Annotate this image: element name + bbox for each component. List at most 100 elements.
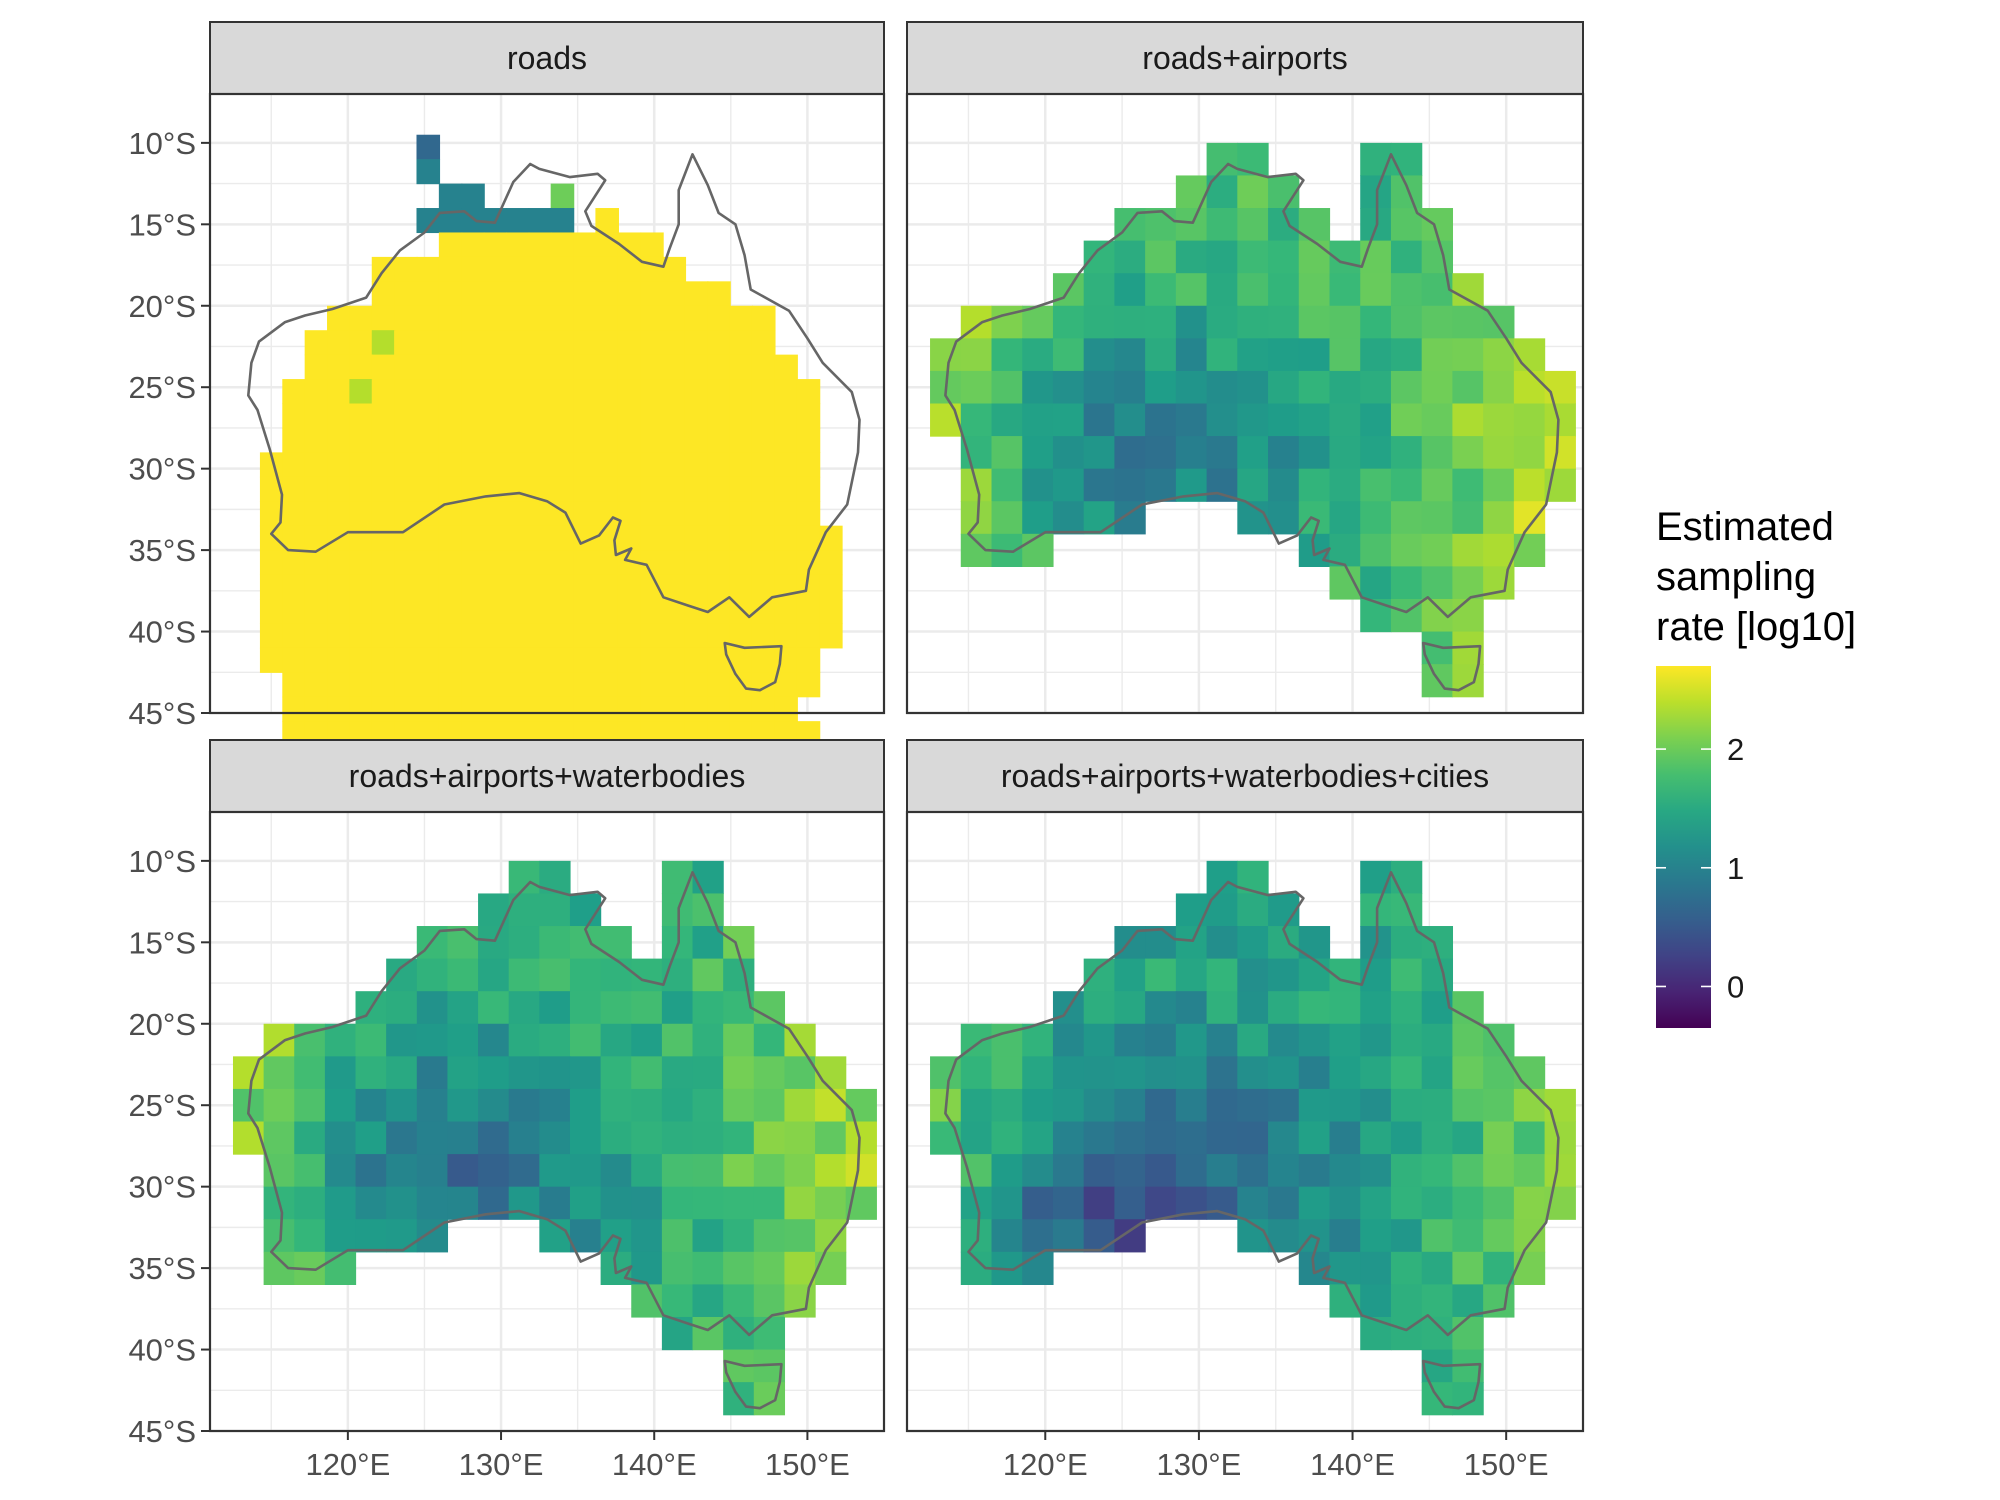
- heatmap-cell: [371, 623, 396, 649]
- heatmap-cell: [707, 525, 731, 551]
- heatmap-cell: [1083, 1023, 1116, 1057]
- heatmap-cell: [774, 452, 798, 478]
- heatmap-cell: [1083, 1154, 1116, 1188]
- heatmap-cell: [617, 501, 642, 527]
- heatmap-cell: [1114, 468, 1146, 502]
- heatmap-cell: [438, 427, 463, 453]
- heatmap-cell: [1237, 1154, 1269, 1188]
- heatmap-cell: [478, 958, 510, 992]
- heatmap-cell: [774, 550, 798, 576]
- heatmap-cell: [729, 598, 754, 625]
- heatmap-cell: [661, 1023, 694, 1057]
- heatmap-cell: [1022, 1186, 1054, 1220]
- heatmap-cell: [304, 623, 329, 649]
- tasmania-outline: [723, 641, 783, 692]
- heatmap-cell: [550, 208, 575, 234]
- heatmap-cell: [1452, 1056, 1484, 1090]
- heatmap-cell: [661, 1316, 694, 1351]
- heatmap-cell: [595, 256, 619, 282]
- heatmap-cell: [1145, 370, 1177, 405]
- heatmap-cell: [573, 281, 597, 307]
- heatmap-cell: [640, 403, 664, 429]
- heatmap-cell: [349, 525, 373, 551]
- heatmap-cell: [617, 672, 642, 698]
- heatmap-cell: [1544, 436, 1576, 470]
- heatmap-cell: [729, 330, 754, 356]
- heatmap-cell: [416, 159, 441, 185]
- y-tick-label: 15°S: [128, 207, 196, 242]
- heatmap-cell: [1421, 1023, 1454, 1057]
- heatmap-cell: [569, 1023, 602, 1057]
- heatmap-cell: [349, 403, 373, 429]
- heatmap-cell: [1022, 1154, 1054, 1188]
- heatmap-cell: [753, 1088, 786, 1123]
- heatmap-cell: [617, 403, 642, 429]
- heatmap-cell: [304, 550, 329, 576]
- heatmap-cell: [753, 1121, 786, 1155]
- heatmap-cell: [539, 1023, 571, 1057]
- heatmap-cell: [539, 958, 571, 992]
- heatmap-cell: [991, 403, 1023, 437]
- heatmap-cell: [729, 525, 754, 551]
- heatmap-cell: [600, 1023, 632, 1057]
- heatmap-cell: [324, 1088, 357, 1123]
- heatmap-cell: [569, 1121, 602, 1155]
- heatmap-cell: [282, 476, 306, 502]
- heatmap-cell: [1114, 1088, 1146, 1123]
- heatmap-cell: [528, 452, 552, 478]
- heatmap-cell: [1360, 860, 1392, 895]
- heatmap-cell: [505, 476, 530, 502]
- heatmap-cell: [1298, 1186, 1331, 1220]
- heatmap-cell: [528, 623, 552, 649]
- heatmap-cell: [394, 672, 418, 698]
- heatmap-cell: [751, 354, 776, 380]
- heatmap-cell: [1268, 1088, 1300, 1123]
- heatmap-cell: [461, 574, 485, 600]
- heatmap-cell: [707, 379, 731, 405]
- heatmap-cell: [1360, 403, 1392, 437]
- heatmap-cell: [304, 525, 329, 551]
- heatmap-cell: [569, 991, 602, 1025]
- heatmap-cell: [1206, 991, 1238, 1025]
- heatmap-cell: [528, 550, 552, 576]
- heatmap-cell: [1360, 566, 1392, 600]
- heatmap-cell: [595, 476, 619, 502]
- heatmap-cell: [595, 452, 619, 478]
- heatmap-cell: [707, 574, 731, 600]
- heatmap-cell: [461, 550, 485, 576]
- heatmap-cell: [1483, 501, 1515, 535]
- heatmap-cell: [386, 1023, 418, 1057]
- heatmap-cell: [723, 1088, 755, 1123]
- heatmap-cell: [1268, 1121, 1300, 1155]
- heatmap-cell: [1452, 598, 1484, 633]
- heatmap-cell: [1390, 1284, 1423, 1318]
- heatmap-cell: [349, 427, 373, 453]
- heatmap-cell: [1083, 403, 1116, 437]
- heatmap-cell: [1268, 958, 1300, 992]
- heatmap-cell: [569, 1154, 602, 1188]
- heatmap-cell: [550, 183, 575, 209]
- heatmap-cell: [1360, 468, 1392, 502]
- heatmap-cell: [438, 623, 463, 649]
- heatmap-cell: [595, 427, 619, 453]
- heatmap-cell: [349, 330, 373, 356]
- heatmap-cell: [304, 672, 329, 698]
- heatmap-cell: [508, 1023, 540, 1057]
- facet-strip: [209, 21, 885, 95]
- heatmap-cell: [1452, 991, 1484, 1025]
- x-tick-label: 120°E: [1003, 1447, 1088, 1482]
- heatmap-cell: [327, 452, 351, 478]
- heatmap-cell: [394, 452, 418, 478]
- heatmap-cell: [1052, 338, 1085, 372]
- heatmap-cell: [1513, 1154, 1546, 1188]
- heatmap-cell: [355, 1121, 387, 1155]
- heatmap-cell: [1421, 1251, 1454, 1285]
- heatmap-cell: [1052, 1121, 1085, 1155]
- heatmap-cell: [505, 379, 530, 405]
- legend-title: sampling: [1656, 555, 1816, 599]
- heatmap-cell: [692, 1154, 724, 1188]
- heatmap-cell: [416, 672, 441, 698]
- heatmap-cell: [1145, 1121, 1177, 1155]
- heatmap-cell: [438, 672, 463, 698]
- heatmap-cell: [1390, 175, 1423, 209]
